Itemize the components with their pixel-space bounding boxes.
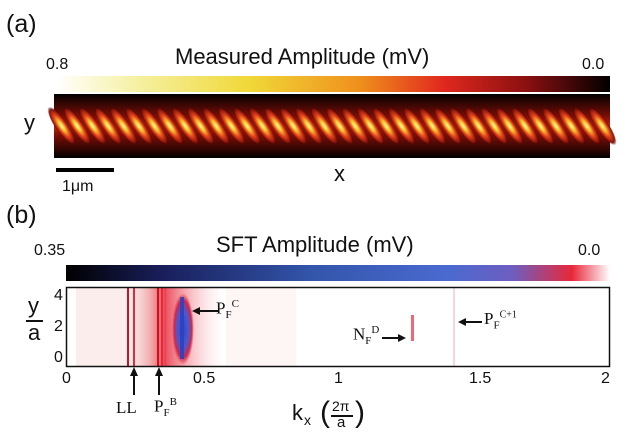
x-tick-1: 1 bbox=[334, 370, 343, 388]
x-tick-2: 2 bbox=[601, 370, 610, 388]
y-tick-4: 4 bbox=[54, 287, 63, 305]
colorbar-a-title: Measured Amplitude (mV) bbox=[175, 44, 429, 70]
annotation-pfc1: PFC+1 bbox=[484, 309, 517, 331]
colorbar-b-min-label: 0.0 bbox=[578, 242, 600, 260]
sft-heatmap bbox=[66, 287, 610, 367]
arrow-ll bbox=[129, 367, 139, 395]
arrow-pfb bbox=[154, 367, 164, 395]
scale-bar bbox=[56, 168, 114, 172]
panel-a-x-label: x bbox=[334, 161, 345, 187]
pfc1-peak bbox=[453, 287, 455, 367]
x-tick-0-5: 0.5 bbox=[193, 370, 215, 388]
y-tick-0: 0 bbox=[54, 349, 63, 367]
arrow-nfd bbox=[382, 334, 406, 342]
scale-bar-label: 1μm bbox=[62, 178, 93, 196]
panel-b-x-label: k x ( 2π a ) bbox=[292, 396, 382, 432]
annotation-pfb: PFB bbox=[154, 396, 177, 419]
panel-b-label: (b) bbox=[6, 201, 37, 230]
measured-amplitude-image bbox=[54, 94, 610, 158]
pfb-line bbox=[157, 287, 159, 367]
annotation-ll: LL bbox=[116, 398, 137, 418]
arrow-pfc1 bbox=[458, 318, 482, 326]
colorbar-a-min-label: 0.0 bbox=[582, 56, 604, 74]
panel-b-y-label-top: y bbox=[28, 293, 39, 319]
arrow-pfc bbox=[192, 307, 218, 315]
panel-a-label: (a) bbox=[6, 10, 37, 39]
colorbar-a-max-label: 0.8 bbox=[46, 56, 68, 74]
annotation-nfd: NFD bbox=[353, 324, 379, 347]
colorbar-b-title: SFT Amplitude (mV) bbox=[216, 232, 414, 258]
y-tick-2: 2 bbox=[54, 318, 63, 336]
nfd-peak bbox=[411, 315, 414, 341]
x-tick-0: 0 bbox=[62, 370, 71, 388]
panel-b-y-label-bottom: a bbox=[28, 320, 40, 346]
ll-line bbox=[127, 287, 129, 367]
colorbar-a bbox=[56, 76, 610, 92]
annotation-pfc: PFC bbox=[216, 298, 239, 321]
x-tick-1-5: 1.5 bbox=[469, 370, 491, 388]
colorbar-b bbox=[66, 265, 610, 281]
colorbar-b-max-label: 0.35 bbox=[34, 242, 65, 260]
panel-a-y-label: y bbox=[24, 110, 35, 136]
